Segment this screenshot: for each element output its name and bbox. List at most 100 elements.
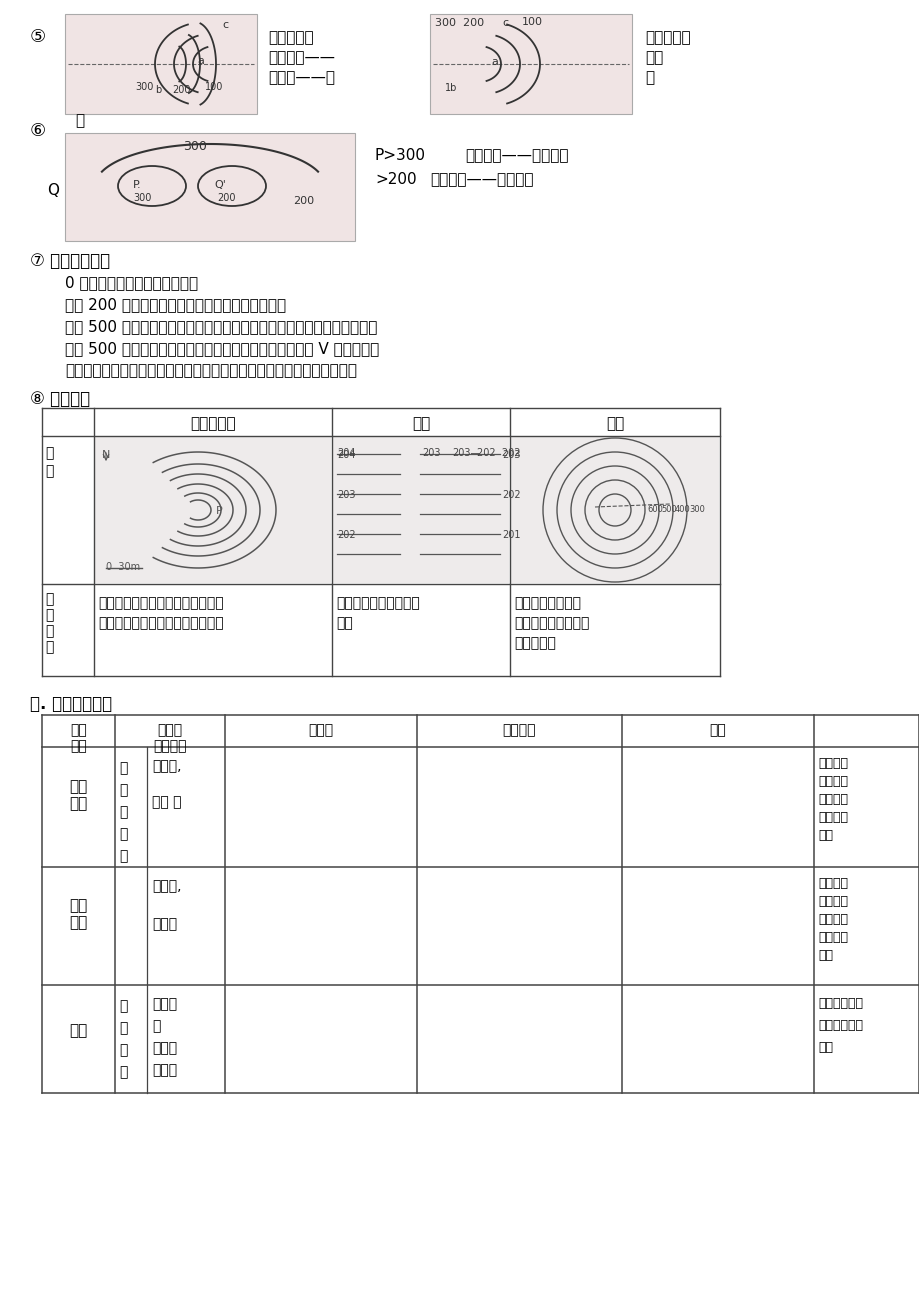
Text: 100: 100 <box>521 17 542 27</box>
Text: 线: 线 <box>119 805 127 819</box>
Text: P: P <box>216 506 222 516</box>
Text: 0 米线表示海平面，也是海岸线: 0 米线表示海平面，也是海岸线 <box>65 275 198 290</box>
Text: 低为高——山: 低为高——山 <box>267 70 335 85</box>
Text: ⑥: ⑥ <box>30 122 46 141</box>
Text: 400: 400 <box>675 505 690 514</box>
Text: 202: 202 <box>502 490 520 500</box>
Text: N: N <box>102 450 110 460</box>
Text: 204: 204 <box>336 448 355 458</box>
Bar <box>510 437 719 583</box>
Bar <box>65 133 355 241</box>
Text: 示坡线画: 示坡线画 <box>817 756 847 769</box>
Text: 201: 201 <box>502 530 520 540</box>
Text: 202  202: 202 202 <box>476 448 520 458</box>
Text: 203: 203 <box>422 448 440 458</box>
Text: Q: Q <box>47 184 59 198</box>
Bar <box>429 14 631 115</box>
Text: 四周低,: 四周低, <box>152 759 181 773</box>
Bar <box>65 14 256 115</box>
Text: 203: 203 <box>336 490 355 500</box>
Text: 凸高为低——: 凸高为低—— <box>267 49 335 65</box>
Text: 线近视圆形: 线近视圆形 <box>514 635 555 650</box>
Text: 中间高: 中间高 <box>152 1042 177 1055</box>
Text: 202: 202 <box>336 530 356 540</box>
Text: ⑧ 特殊地形: ⑧ 特殊地形 <box>30 391 90 408</box>
Text: 据示坡线或海拔变: 据示坡线或海拔变 <box>514 596 581 611</box>
Text: 火山: 火山 <box>606 417 623 431</box>
Text: P.: P. <box>133 180 142 190</box>
Text: 300: 300 <box>183 141 207 154</box>
Text: 判: 判 <box>45 592 53 605</box>
Text: 断: 断 <box>45 608 53 622</box>
Text: a: a <box>491 57 497 66</box>
Text: 度向外侧: 度向外侧 <box>817 811 847 824</box>
Text: 水线: 水线 <box>817 1042 832 1055</box>
Text: 征: 征 <box>45 641 53 654</box>
Text: 300  200: 300 200 <box>435 18 483 29</box>
Text: 于两侧: 于两侧 <box>152 1062 177 1077</box>
Text: 凸: 凸 <box>75 113 84 128</box>
Text: 内侧，高: 内侧，高 <box>817 913 847 926</box>
Text: 小于小的——洼地盆地: 小于小的——洼地盆地 <box>429 172 533 187</box>
Bar <box>333 437 508 583</box>
Text: 204: 204 <box>336 450 355 460</box>
Text: 等: 等 <box>119 999 127 1013</box>
Text: 等高线迎风坡（凸坡）稀疏，背风: 等高线迎风坡（凸坡）稀疏，背风 <box>98 596 223 611</box>
Text: 300: 300 <box>135 82 153 92</box>
Text: 三. 基本地形类型: 三. 基本地形类型 <box>30 695 112 713</box>
Text: 图中虚线为山: 图中虚线为山 <box>817 997 862 1010</box>
Text: 200: 200 <box>292 197 313 206</box>
Text: 示坡线画: 示坡线画 <box>817 878 847 891</box>
Text: 降低: 降低 <box>817 949 832 962</box>
Text: 203—: 203— <box>451 448 480 458</box>
Text: 中心低: 中心低 <box>152 917 177 931</box>
Text: 1b: 1b <box>445 83 457 92</box>
Text: 脊线，也称分: 脊线，也称分 <box>817 1019 862 1032</box>
Text: 在等高线: 在等高线 <box>817 775 847 788</box>
Text: 等高线
组合状态: 等高线 组合状态 <box>153 723 187 753</box>
Text: 高: 高 <box>119 1021 127 1035</box>
Text: 高: 高 <box>119 783 127 797</box>
Text: 海拔 500 米以上，相对高度大，等高线密集，河谷转折呈 V 字形为山地: 海拔 500 米以上，相对高度大，等高线密集，河谷转折呈 V 字形为山地 <box>65 341 379 355</box>
Text: 特: 特 <box>45 624 53 638</box>
Text: 203: 203 <box>502 450 520 460</box>
Text: 海拔高度大相对高度小，等高线在边缘十分密集而顶部明显稀疏，为高原: 海拔高度大相对高度小，等高线在边缘十分密集而顶部明显稀疏，为高原 <box>65 363 357 378</box>
Text: 处: 处 <box>152 1019 160 1032</box>
Text: 中心 高: 中心 高 <box>152 796 181 809</box>
Text: 弯: 弯 <box>119 1065 127 1079</box>
Text: 海拔 500 米以下，相对高度小，等高线较稀疏，弯折部分较和缓，为丘陵: 海拔 500 米以下，相对高度小，等高线较稀疏，弯折部分较和缓，为丘陵 <box>65 319 377 335</box>
Text: 化判断，火山口等高: 化判断，火山口等高 <box>514 616 589 630</box>
Text: 地形
判断: 地形 判断 <box>70 723 86 753</box>
Text: 山谷: 山谷 <box>644 49 663 65</box>
Text: 100: 100 <box>205 82 223 92</box>
Text: 等高线图: 等高线图 <box>502 723 536 737</box>
Text: 海拔 200 米以下，等高线稀疏广阔平坦为平原地形: 海拔 200 米以下，等高线稀疏广阔平坦为平原地形 <box>65 297 286 312</box>
Text: 500: 500 <box>660 505 676 514</box>
Text: 度向内侧: 度向内侧 <box>817 931 847 944</box>
Text: 新月形沙丘: 新月形沙丘 <box>190 417 235 431</box>
Text: 凸向低: 凸向低 <box>152 997 177 1010</box>
Text: 说明: 说明 <box>709 723 726 737</box>
Text: a: a <box>197 56 204 66</box>
Text: 别大: 别大 <box>335 616 352 630</box>
Text: 盆地
洼地: 盆地 洼地 <box>69 898 87 930</box>
Text: 200: 200 <box>172 85 190 95</box>
Text: 300: 300 <box>133 193 152 203</box>
Text: 200: 200 <box>217 193 235 203</box>
Text: >200: >200 <box>375 172 416 187</box>
Text: 等高线弯曲: 等高线弯曲 <box>644 30 690 46</box>
Text: 线: 线 <box>119 1043 127 1057</box>
Text: 600: 600 <box>646 505 663 514</box>
Text: 闭: 闭 <box>119 827 127 841</box>
Text: 外侧，高: 外侧，高 <box>817 793 847 806</box>
Text: 大于大的——山丘山峰: 大于大的——山丘山峰 <box>464 148 568 163</box>
Text: Q': Q' <box>214 180 226 190</box>
Text: 图: 图 <box>45 447 53 460</box>
Text: 山丘
山峰: 山丘 山峰 <box>69 779 87 811</box>
Text: P>300: P>300 <box>375 148 425 163</box>
Text: c: c <box>502 18 507 29</box>
Text: 脊: 脊 <box>644 70 653 85</box>
Text: 300: 300 <box>688 505 704 514</box>
Text: 示: 示 <box>45 464 53 478</box>
Text: 降低: 降低 <box>817 829 832 842</box>
